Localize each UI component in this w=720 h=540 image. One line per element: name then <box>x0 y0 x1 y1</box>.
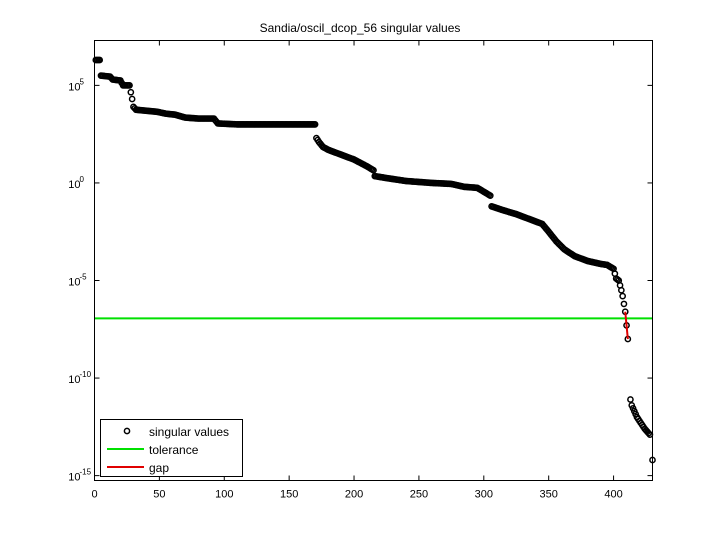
singular-values-series <box>92 56 656 464</box>
y-tick-label: 10 <box>68 374 80 386</box>
y-tick-label: 10 <box>68 277 80 289</box>
reference-lines <box>94 311 653 340</box>
gap-line <box>624 311 629 340</box>
y-tick-label: 10 <box>68 472 80 484</box>
y-tick-label: 10 <box>68 179 80 191</box>
x-tick-label: 250 <box>410 489 428 501</box>
svg-text:-15: -15 <box>80 468 92 477</box>
x-axis: 0 50 100 150 200 250 300 350 400 <box>91 40 623 501</box>
svg-text:0: 0 <box>80 175 85 184</box>
svg-text:-10: -10 <box>80 370 92 379</box>
legend-label: singular values <box>149 425 229 439</box>
x-tick-label: 100 <box>215 489 233 501</box>
x-tick-label: 0 <box>91 489 97 501</box>
x-tick-label: 350 <box>540 489 558 501</box>
legend: singular values tolerance gap <box>100 419 243 477</box>
svg-text:-5: -5 <box>80 273 88 282</box>
x-tick-label: 200 <box>345 489 363 501</box>
legend-marker-icon <box>123 427 131 435</box>
svg-text:5: 5 <box>80 77 85 86</box>
y-tick-label: 10 <box>68 81 80 93</box>
x-tick-label: 400 <box>604 489 622 501</box>
x-tick-label: 150 <box>280 489 298 501</box>
x-tick-label: 50 <box>153 489 165 501</box>
chart-title: Sandia/oscil_dcop_56 singular values <box>259 21 461 35</box>
x-tick-label: 300 <box>475 489 493 501</box>
legend-label: gap <box>149 461 169 475</box>
axes-box <box>94 40 653 481</box>
legend-label: tolerance <box>149 443 199 457</box>
